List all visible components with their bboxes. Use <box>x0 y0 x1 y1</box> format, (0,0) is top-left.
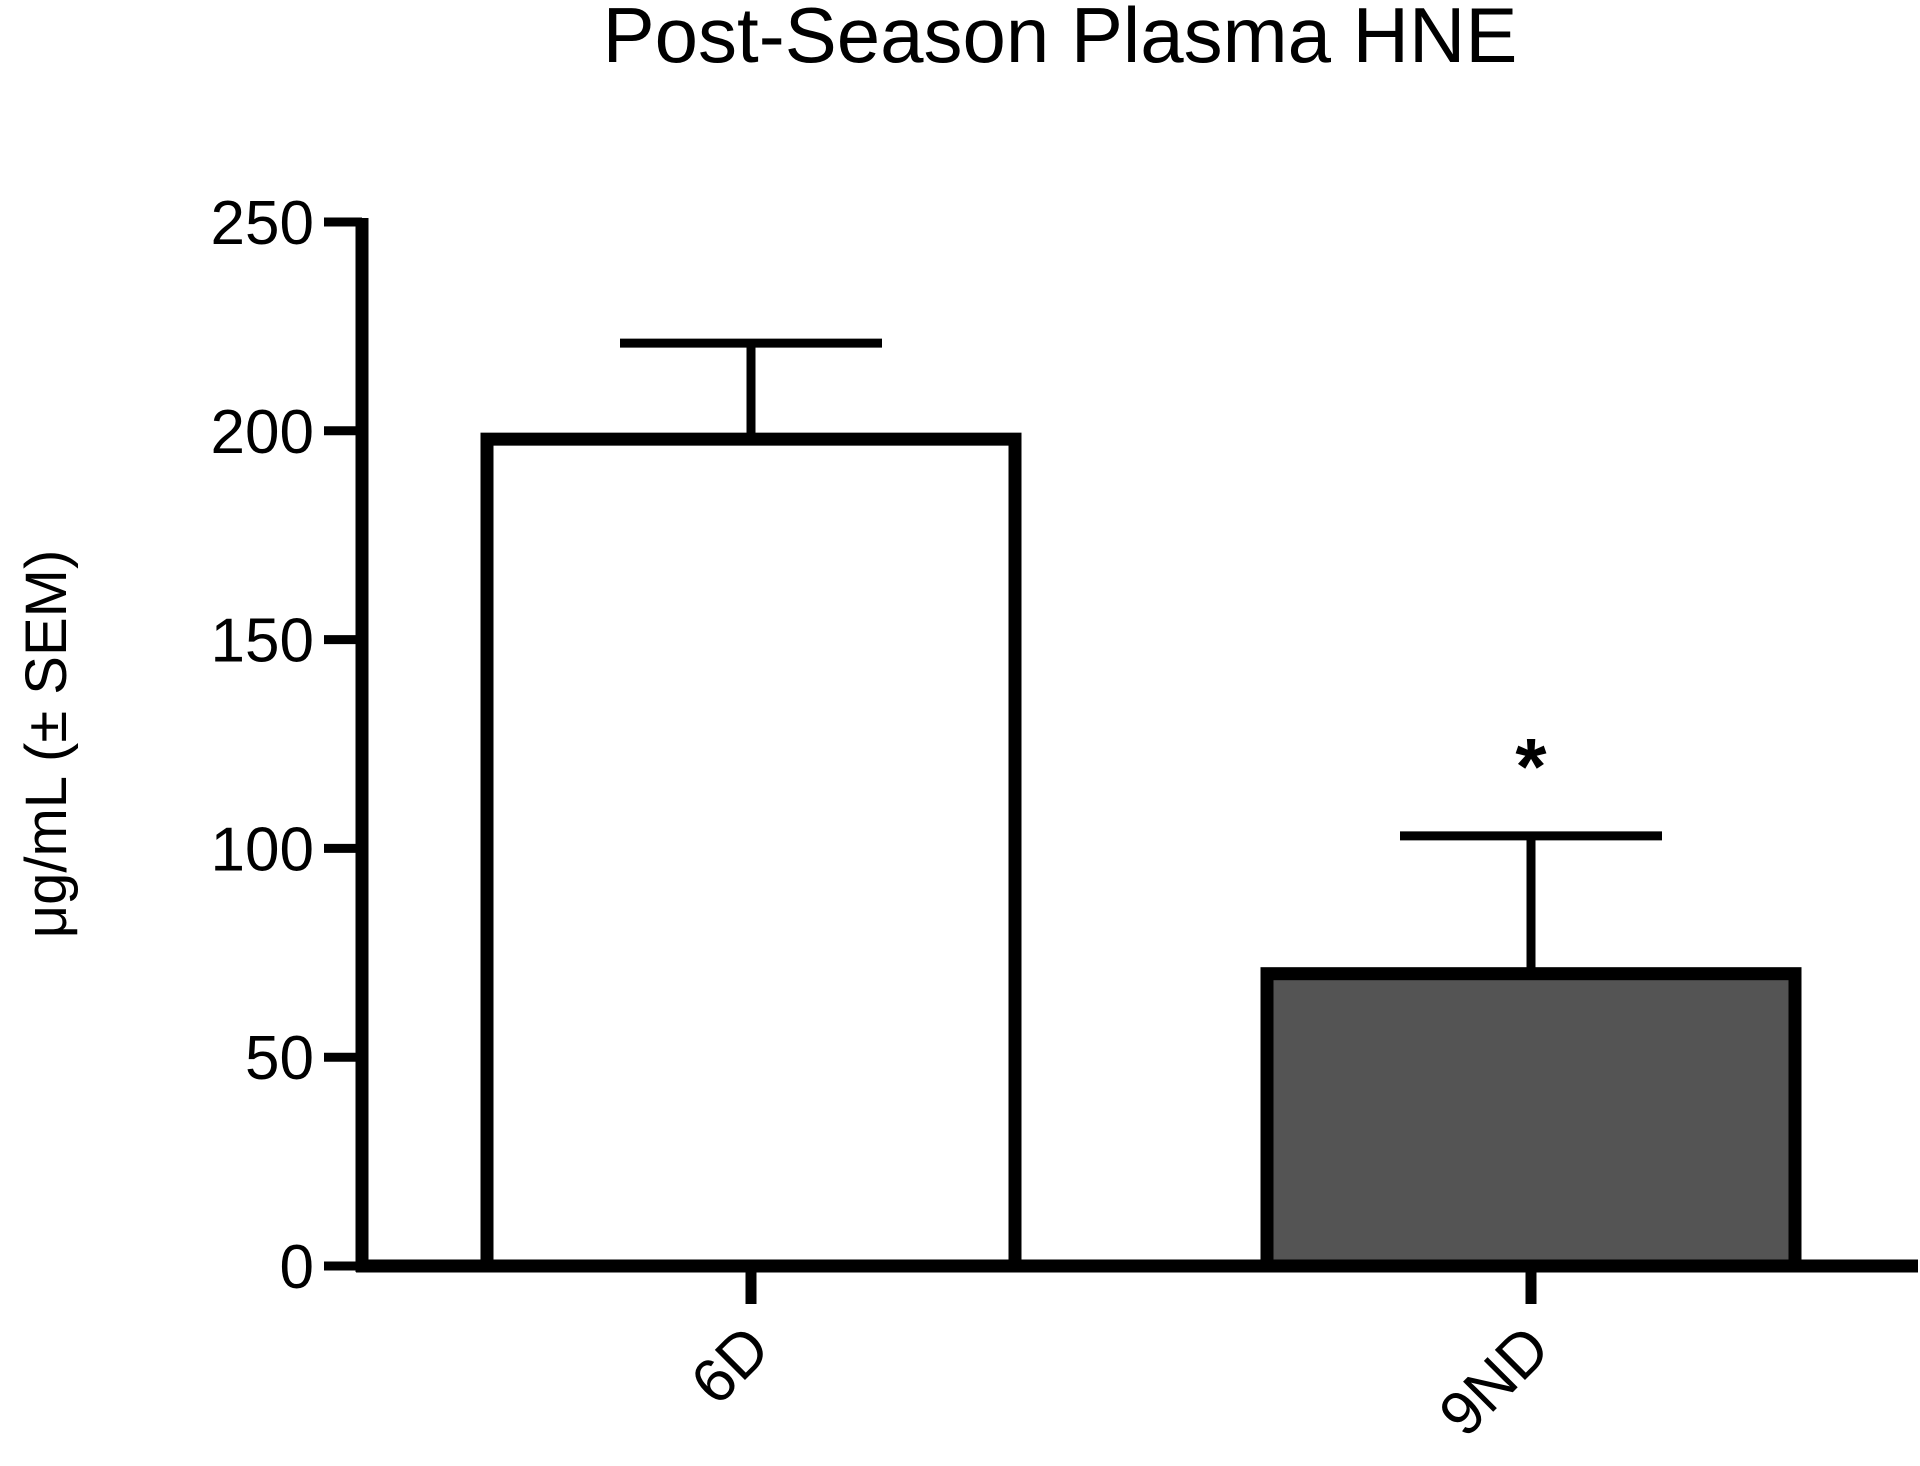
x-tick-label-6D: 6D <box>678 1313 783 1418</box>
bar-9ND <box>1260 967 1802 1273</box>
significance-marker-9ND: * <box>1515 722 1547 811</box>
x-tick-label-9ND: 9ND <box>1426 1313 1562 1449</box>
y-tick-label-250: 250 <box>211 189 314 258</box>
y-axis-label: μg/mL (± SEM) <box>14 550 79 939</box>
y-tick-label-100: 100 <box>211 815 314 884</box>
y-tick-label-0: 0 <box>280 1233 314 1302</box>
bar-6D <box>480 432 1022 1273</box>
y-tick-label-50: 50 <box>245 1024 314 1093</box>
y-tick-label-200: 200 <box>211 398 314 467</box>
chart-title: Post-Season Plasma HNE <box>603 0 1518 79</box>
plot-area: 6D * 9ND 0 50 100 150 200 250 <box>211 189 1918 1450</box>
y-tick-label-150: 150 <box>211 607 314 676</box>
